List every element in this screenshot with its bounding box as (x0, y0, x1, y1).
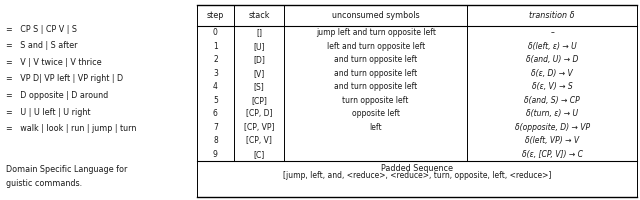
Text: and turn opposite left: and turn opposite left (334, 82, 417, 91)
Text: 9: 9 (213, 150, 218, 159)
Text: δ(opposite, D) → VP: δ(opposite, D) → VP (515, 123, 590, 132)
Text: δ(and, U) → D: δ(and, U) → D (526, 55, 579, 64)
Text: 8: 8 (213, 136, 218, 145)
Text: δ(ε, [CP, V]) → C: δ(ε, [CP, V]) → C (522, 150, 583, 159)
Text: =   VP D| VP left | VP right | D: = VP D| VP left | VP right | D (6, 74, 124, 83)
Text: stack: stack (248, 11, 269, 20)
Text: =   V | V twice | V thrice: = V | V twice | V thrice (6, 58, 102, 67)
Text: [S]: [S] (253, 82, 264, 91)
Text: [C]: [C] (253, 150, 264, 159)
Text: =   walk | look | run | jump | turn: = walk | look | run | jump | turn (6, 124, 137, 133)
Text: 4: 4 (213, 82, 218, 91)
Text: [U]: [U] (253, 42, 265, 51)
Text: 3: 3 (213, 69, 218, 78)
Text: turn opposite left: turn opposite left (342, 96, 409, 105)
Text: =   CP S | CP V | S: = CP S | CP V | S (6, 24, 77, 33)
Text: δ(and, S) → CP: δ(and, S) → CP (524, 96, 580, 105)
Text: δ(ε, D) → V: δ(ε, D) → V (531, 69, 573, 78)
Text: and turn opposite left: and turn opposite left (334, 55, 417, 64)
Text: δ(ε, V) → S: δ(ε, V) → S (532, 82, 573, 91)
Text: 6: 6 (213, 109, 218, 118)
Text: left: left (369, 123, 382, 132)
Text: =   S and | S after: = S and | S after (6, 41, 78, 50)
Text: guistic commands.: guistic commands. (6, 179, 83, 188)
Text: opposite left: opposite left (351, 109, 399, 118)
Text: and turn opposite left: and turn opposite left (334, 69, 417, 78)
Text: =   U | U left | U right: = U | U left | U right (6, 108, 91, 116)
Text: δ(left, ε) → U: δ(left, ε) → U (528, 42, 577, 51)
Text: –: – (550, 28, 554, 37)
Text: transition δ: transition δ (529, 11, 575, 20)
Text: jump left and turn opposite left: jump left and turn opposite left (316, 28, 436, 37)
Text: [CP, V]: [CP, V] (246, 136, 272, 145)
Text: 7: 7 (213, 123, 218, 132)
Text: unconsumed symbols: unconsumed symbols (332, 11, 419, 20)
Text: =   D opposite | D around: = D opposite | D around (6, 91, 109, 100)
Text: [D]: [D] (253, 55, 265, 64)
Text: [V]: [V] (253, 69, 264, 78)
Text: [jump, left, and, <reduce>, <reduce>, turn, opposite, left, <reduce>]: [jump, left, and, <reduce>, <reduce>, tu… (283, 171, 552, 180)
Text: [CP, D]: [CP, D] (246, 109, 272, 118)
Text: 5: 5 (213, 96, 218, 105)
Text: Domain Specific Language for: Domain Specific Language for (6, 165, 128, 174)
Text: Padded Sequence: Padded Sequence (381, 164, 453, 173)
Text: left and turn opposite left: left and turn opposite left (326, 42, 425, 51)
Text: [CP, VP]: [CP, VP] (244, 123, 274, 132)
Text: 2: 2 (213, 55, 218, 64)
Text: 0: 0 (213, 28, 218, 37)
Text: δ(turn, ε) → U: δ(turn, ε) → U (526, 109, 579, 118)
Text: step: step (207, 11, 224, 20)
Text: δ(left, VP) → V: δ(left, VP) → V (525, 136, 579, 145)
Text: [CP]: [CP] (251, 96, 267, 105)
Text: []: [] (256, 28, 262, 37)
Text: 1: 1 (213, 42, 218, 51)
